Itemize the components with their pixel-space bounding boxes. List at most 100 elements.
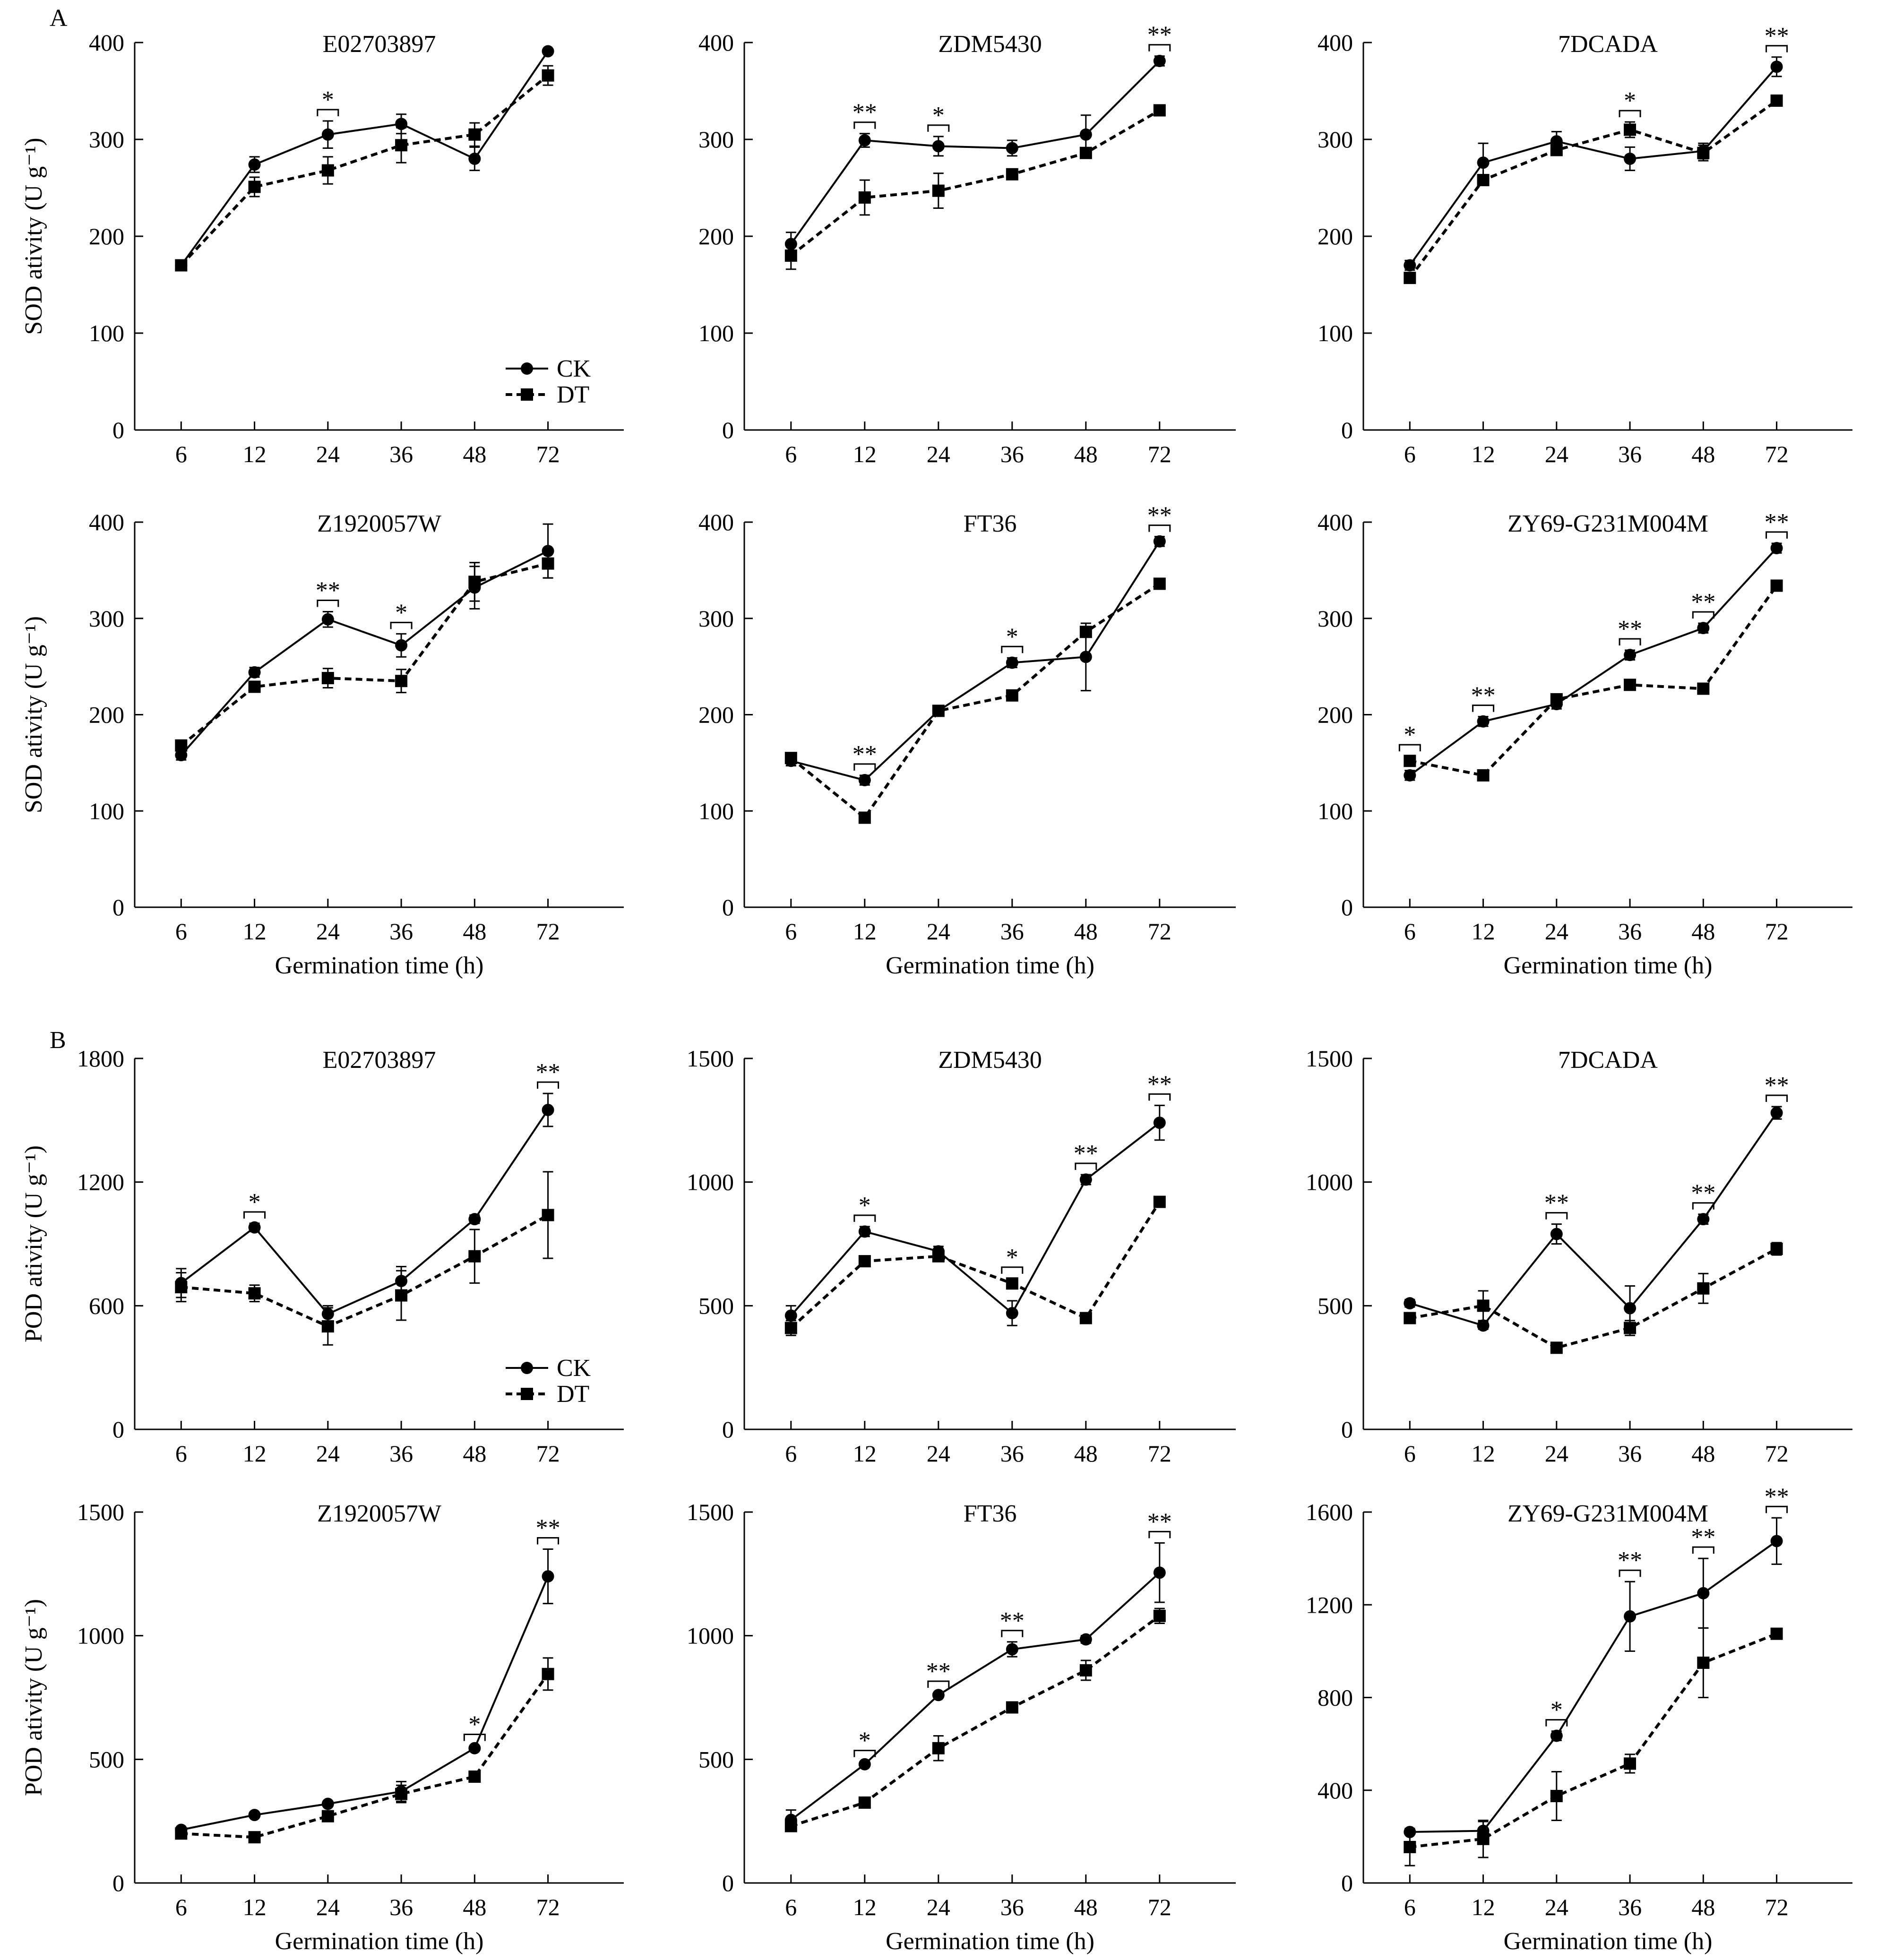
ck-point <box>1624 649 1637 662</box>
dt-point <box>1477 174 1490 187</box>
ck-point <box>1770 1107 1783 1119</box>
ck-series-line <box>1410 1540 1777 1833</box>
y-tick-label: 400 <box>698 29 734 56</box>
x-tick-label: 24 <box>316 1440 340 1467</box>
y-tick-label: 0 <box>1341 1416 1353 1443</box>
significance-label: ** <box>1471 682 1496 709</box>
dt-point <box>1006 1701 1018 1714</box>
dt-point <box>1550 693 1563 705</box>
x-tick-label: 48 <box>463 441 486 467</box>
dt-series-line <box>1409 585 1778 777</box>
dt-series-line <box>181 1213 549 1328</box>
x-tick-label: 24 <box>927 1894 950 1920</box>
y-tick-label: 200 <box>698 702 734 728</box>
dt-point <box>932 1742 945 1754</box>
panel-label-b: B <box>50 1027 66 1054</box>
y-axis-label: SOD ativity (U g⁻¹) <box>20 616 47 813</box>
dt-point <box>321 164 334 177</box>
dt-point <box>542 1209 554 1221</box>
significance-bracket <box>537 1537 560 1545</box>
chart-7: 0 600 1200 1800 6 12 24 36 48 72 E02703897 POD ativ… <box>20 1045 624 1467</box>
ck-point <box>1770 1535 1783 1547</box>
significance-bracket <box>1148 1530 1171 1539</box>
x-axis-label: Germination time (h) <box>1504 1928 1713 1955</box>
ck-point <box>784 1309 797 1322</box>
ck-point <box>1079 1173 1092 1186</box>
ck-point <box>858 774 871 787</box>
dt-point <box>468 1250 481 1263</box>
x-tick-label: 48 <box>1691 918 1715 945</box>
dt-point <box>1770 579 1783 592</box>
dt-point <box>784 1322 797 1334</box>
significance-label: * <box>468 1711 481 1738</box>
dt-point <box>395 1289 408 1302</box>
ck-series-line <box>181 1109 549 1315</box>
significance-bracket <box>390 621 413 629</box>
chart-6: 0 100 200 300 400 6 12 24 36 48 72 ZY69-G231M004M Ge… <box>1318 509 1852 979</box>
significance-label: ** <box>926 1658 951 1685</box>
significance-bracket <box>1766 1505 1788 1513</box>
significance-label: * <box>1550 1697 1563 1724</box>
y-tick-label: 0 <box>112 417 124 443</box>
ck-point <box>932 140 945 153</box>
x-tick-label: 72 <box>1765 1894 1789 1920</box>
legend-dt-label: DT <box>557 381 589 408</box>
y-tick-label: 100 <box>1318 798 1353 824</box>
dt-series-line <box>790 109 1161 257</box>
ck-series-line <box>181 1576 549 1831</box>
dt-point <box>321 1810 334 1822</box>
y-tick-label: 400 <box>1318 1777 1353 1804</box>
y-tick-label: 0 <box>1341 894 1353 920</box>
x-tick-label: 48 <box>463 1894 486 1920</box>
ck-series-line <box>1409 1112 1778 1327</box>
ck-series-line <box>791 541 1161 782</box>
dt-point <box>1079 146 1092 159</box>
significance-bracket <box>927 124 950 132</box>
significance-bracket <box>853 1214 876 1222</box>
chart-title: FT36 <box>964 510 1017 537</box>
dt-series-line <box>1409 1247 1777 1350</box>
dt-point <box>1624 1322 1637 1334</box>
ck-series-line <box>790 1122 1161 1316</box>
ck-point <box>1404 769 1416 782</box>
y-tick-label: 1000 <box>687 1623 734 1649</box>
ck-point <box>1697 1213 1710 1226</box>
dt-point <box>1006 689 1018 702</box>
dt-point <box>932 1250 945 1263</box>
significance-bracket <box>1148 524 1171 532</box>
significance-label: * <box>1006 623 1018 650</box>
ck-point <box>468 1742 481 1754</box>
significance-label: ** <box>1147 502 1172 529</box>
y-tick-label: 1000 <box>1306 1169 1353 1195</box>
significance-bracket <box>1398 744 1421 752</box>
x-tick-label: 12 <box>243 441 267 467</box>
x-tick-label: 6 <box>175 441 187 467</box>
significance-bracket <box>853 763 876 771</box>
y-tick-label: 400 <box>1318 29 1353 56</box>
x-tick-label: 36 <box>1618 441 1642 467</box>
significance-bracket <box>1619 110 1641 118</box>
y-tick-label: 400 <box>89 29 124 56</box>
x-tick-label: 6 <box>1404 441 1416 467</box>
significance-bracket <box>1692 1546 1714 1554</box>
dt-point <box>1006 168 1018 181</box>
significance-bracket <box>1619 638 1641 645</box>
chart-10: 0 500 1000 1500 6 12 24 36 48 72 Z1920057W POD ativ… <box>20 1499 624 1955</box>
y-tick-label: 100 <box>89 320 124 346</box>
y-tick-label: 200 <box>1318 223 1353 249</box>
x-tick-label: 72 <box>1765 1440 1789 1467</box>
significance-bracket <box>1766 1094 1788 1102</box>
y-axis-label: SOD ativity (U g⁻¹) <box>20 138 47 335</box>
y-tick-label: 400 <box>698 509 734 535</box>
dt-series-line <box>790 1201 1161 1329</box>
significance-bracket <box>1075 1162 1097 1170</box>
ck-point <box>1006 1307 1018 1320</box>
x-tick-label: 72 <box>1765 441 1789 467</box>
dt-series-line <box>1409 1632 1777 1848</box>
significance-bracket <box>1692 611 1714 619</box>
significance-bracket <box>463 1734 486 1741</box>
ck-point <box>1153 1566 1166 1579</box>
dt-point <box>542 557 554 570</box>
